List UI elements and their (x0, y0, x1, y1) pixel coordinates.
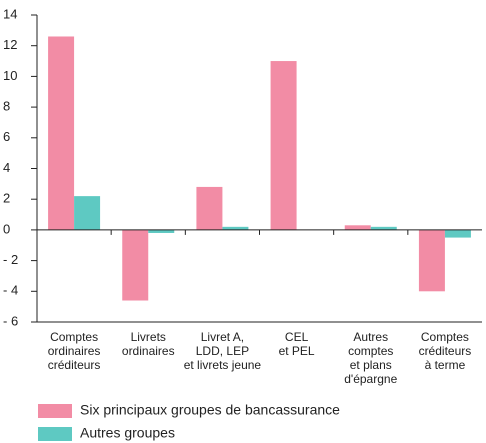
legend-label: Six principaux groupes de bancassurance (80, 402, 340, 418)
x-tick-label-line: comptes (348, 344, 393, 358)
y-tick-label: 8 (3, 99, 10, 114)
y-tick-label: 0 (3, 221, 10, 236)
bar (270, 61, 297, 230)
x-tick-label-line: et livrets jeune (184, 358, 262, 372)
bar (418, 229, 445, 292)
x-tick-label-line: LDD, LEP (196, 344, 249, 358)
x-tick-label-line: ordinaires (122, 344, 175, 358)
y-tick-label: - 2 (3, 252, 18, 267)
x-tick-label: Livret A, LDD, LEP et livrets jeune (184, 330, 262, 372)
y-tick-label: 2 (3, 191, 10, 206)
x-tick-label-line: et PEL (279, 344, 315, 358)
bar (196, 186, 223, 230)
x-tick-label-line: et plans (350, 358, 392, 372)
x-tick-label-line: Comptes (421, 330, 469, 344)
y-tick-label: 4 (3, 160, 10, 175)
y-tick-label: 10 (3, 68, 17, 83)
x-tick-label-line: ordinaires (48, 344, 101, 358)
x-tick-label-line: CEL (285, 330, 309, 344)
y-tick-label: 14 (3, 6, 17, 21)
legend-swatch (38, 427, 72, 441)
x-tick-label: Comptes créditeurs à terme (419, 330, 472, 372)
x-tick-label-line: Livrets (131, 330, 166, 344)
bar (74, 196, 101, 230)
y-tick-label: 12 (3, 37, 17, 52)
y-tick-label: - 6 (3, 313, 18, 328)
bar (444, 229, 471, 238)
x-tick-label-line: créditeurs (48, 358, 101, 372)
legend-label: Autres groupes (80, 425, 175, 441)
x-tick-label: CEL et PEL (279, 330, 315, 358)
bar (344, 225, 371, 230)
x-tick-label-line: Livret A, (201, 330, 244, 344)
bar (370, 226, 397, 230)
x-tick-label-line: Autres (353, 330, 388, 344)
y-tick-label: - 4 (3, 283, 18, 298)
x-tick-label-line: Comptes (50, 330, 98, 344)
bar (222, 226, 249, 230)
bar (48, 36, 75, 230)
x-tick-label-line: à terme (425, 358, 466, 372)
x-tick-label-line: d'épargne (344, 372, 397, 386)
x-tick-label-line: créditeurs (419, 344, 472, 358)
x-tick-label: Autres comptes et plans d'épargne (344, 330, 397, 386)
x-tick-label: Comptes ordinaires créditeurs (48, 330, 101, 372)
bar (122, 229, 149, 301)
legend-swatch (38, 404, 72, 418)
x-tick-label: Livrets ordinaires (122, 330, 175, 358)
bar (148, 229, 175, 233)
y-tick-label: 6 (3, 129, 10, 144)
